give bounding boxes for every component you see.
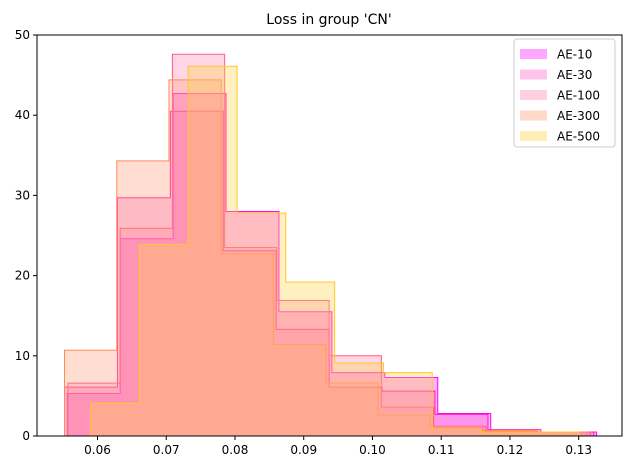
legend-swatch	[520, 131, 547, 141]
legend-label: AE-500	[557, 130, 600, 144]
histogram-bar	[67, 393, 121, 436]
histogram-bar	[90, 403, 140, 436]
histogram-bar	[276, 300, 330, 436]
histogram-bar	[67, 383, 121, 436]
plot-frame	[36, 34, 623, 437]
legend-label: AE-30	[557, 68, 592, 82]
histogram-bar	[543, 431, 597, 436]
y-tick-label: 30	[15, 188, 30, 202]
histogram-bar	[538, 431, 591, 436]
y-tick-label: 0	[22, 429, 30, 443]
histogram-bar	[437, 413, 491, 436]
histogram-bar	[116, 160, 169, 436]
series-ae-500	[90, 65, 580, 436]
x-tick-label: 0.06	[84, 443, 111, 457]
legend-item: AE-30	[520, 68, 592, 82]
histogram-bar	[117, 197, 171, 436]
x-tick-label: 0.11	[428, 443, 455, 457]
legend-item: AE-300	[520, 109, 600, 123]
legend-swatch	[520, 90, 547, 100]
axes-layer: 0.06 0.07 0.08 0.09 0.10 0.11 0.12 0.13 0 10 20 30 4…	[15, 28, 623, 457]
histogram-bar	[433, 426, 486, 436]
y-tick-label: 50	[15, 28, 30, 42]
series-ae-300	[64, 79, 588, 436]
histogram-outline	[90, 65, 580, 436]
y-tick-label: 40	[15, 108, 30, 122]
histogram-bar	[383, 372, 433, 436]
histogram-bar	[540, 431, 594, 436]
histogram-bar	[529, 431, 579, 436]
legend-item: AE-500	[520, 130, 600, 144]
histogram-bar	[534, 431, 587, 436]
histogram-bar	[432, 429, 482, 436]
legend-item: AE-100	[520, 89, 600, 103]
histogram-outline	[67, 53, 591, 436]
histogram-outline	[64, 110, 595, 436]
histogram-bar	[170, 111, 224, 436]
histogram-bar	[487, 429, 541, 436]
histogram-bars-layer	[64, 53, 598, 437]
x-tick-label: 0.07	[153, 443, 180, 457]
histogram-bar	[329, 387, 383, 436]
histogram-bar	[188, 66, 238, 436]
histogram-bar	[285, 282, 335, 436]
x-tick-label: 0.08	[222, 443, 249, 457]
histogram-bar	[173, 93, 227, 437]
histogram-bar	[223, 250, 277, 436]
histogram-bar	[481, 431, 530, 436]
chart-title: Loss in group 'CN'	[266, 12, 391, 28]
histogram-bar	[490, 431, 544, 436]
histogram-outline	[66, 93, 598, 436]
x-tick-label: 0.10	[359, 443, 386, 457]
series-ae-10	[66, 93, 598, 437]
histogram-bar	[276, 329, 330, 436]
legend-label: AE-300	[557, 109, 600, 123]
legend-label: AE-100	[557, 89, 600, 103]
legend-label: AE-10	[557, 48, 592, 62]
histogram-bar	[382, 391, 436, 436]
histogram-bar	[226, 211, 279, 436]
histogram-bar	[325, 383, 378, 436]
series-ae-30	[64, 110, 595, 436]
histogram-bar	[377, 415, 431, 436]
histogram-bar	[334, 363, 384, 436]
histogram-bar	[120, 228, 173, 436]
histogram-bar	[485, 431, 539, 436]
histogram-bar	[278, 311, 332, 436]
histogram-bar	[172, 54, 225, 436]
legend-swatch	[520, 110, 547, 121]
y-tick-label: 10	[15, 349, 30, 363]
histogram-outline	[64, 79, 588, 436]
x-tick-label: 0.13	[565, 443, 592, 457]
histogram-bar	[139, 244, 189, 436]
histogram-bar	[430, 426, 483, 436]
legend-swatch	[520, 69, 547, 80]
histogram-bar	[435, 414, 488, 436]
x-tick-label: 0.09	[290, 443, 317, 457]
series-ae-100	[67, 53, 591, 436]
histogram-bar	[329, 355, 382, 436]
histogram-bar	[221, 253, 274, 436]
histogram-bar	[224, 247, 277, 436]
legend-swatch	[520, 49, 547, 59]
histogram-bar	[381, 407, 434, 436]
histogram-bar	[273, 344, 326, 436]
y-tick-label: 20	[15, 269, 30, 283]
histogram-bar	[168, 79, 222, 436]
legend: AE-10 AE-30 AE-100 AE-300 AE-500	[513, 38, 616, 148]
x-tick-label: 0.12	[497, 443, 524, 457]
histogram-bar	[482, 430, 535, 436]
legend-box	[513, 38, 616, 148]
histogram-bar	[237, 213, 286, 436]
legend-item: AE-10	[520, 48, 592, 62]
